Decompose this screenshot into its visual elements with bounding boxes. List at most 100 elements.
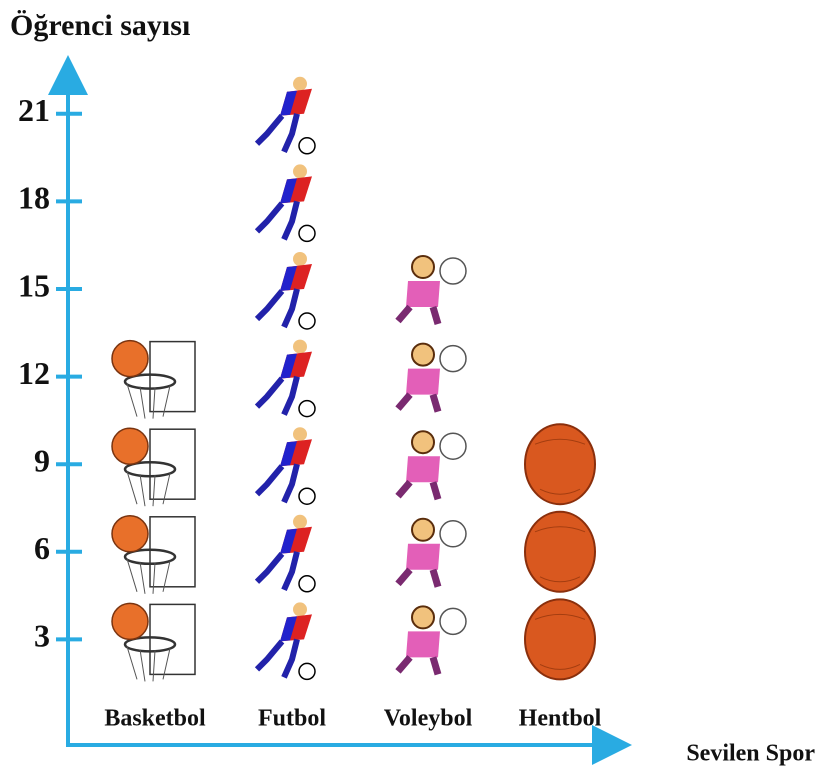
shirt-blue: [280, 90, 297, 116]
hoop: [123, 460, 177, 478]
ball: [298, 137, 316, 155]
pictogram: [254, 164, 316, 243]
x-axis-label: Sevilen Spor: [686, 741, 815, 767]
y-tick-label: 6: [34, 530, 50, 566]
y-tick-label: 12: [18, 355, 50, 391]
shirt-blue: [280, 266, 297, 291]
ball: [439, 520, 467, 548]
head: [411, 605, 435, 630]
body: [406, 368, 440, 395]
ball: [439, 257, 467, 285]
ball: [298, 487, 316, 505]
pictogram: [395, 342, 467, 413]
shirt-blue: [280, 528, 297, 554]
pictogram: [111, 427, 196, 507]
pictogram: [395, 517, 467, 588]
legs: [254, 375, 300, 416]
head: [293, 164, 307, 179]
hoop: [123, 636, 177, 653]
ball: [111, 602, 149, 641]
y-tick-label: 3: [34, 618, 50, 654]
hoop: [123, 548, 177, 566]
pictogram: [254, 602, 316, 681]
net: [126, 558, 171, 594]
backboard: [149, 340, 196, 413]
seam: [534, 526, 586, 583]
ball: [439, 344, 467, 373]
head: [293, 514, 307, 529]
legs: [254, 200, 300, 241]
x-tick-label: Hentbol: [519, 706, 602, 732]
legs: [395, 304, 442, 325]
legs: [254, 638, 300, 679]
legs: [395, 567, 442, 588]
legs: [395, 392, 442, 413]
head: [293, 76, 307, 91]
pictogram: [254, 514, 316, 593]
ball: [111, 427, 149, 465]
head: [293, 427, 307, 442]
legs: [395, 479, 442, 501]
head: [293, 252, 307, 266]
ball: [524, 598, 596, 681]
pictogram: [524, 598, 596, 681]
hoop: [123, 373, 177, 390]
net: [126, 646, 171, 682]
ball: [439, 432, 467, 460]
net: [126, 471, 171, 507]
ball: [111, 515, 149, 553]
backboard: [149, 516, 196, 588]
pictogram: [254, 427, 316, 505]
y-tick-label: 9: [34, 443, 50, 479]
pictogram: [395, 430, 467, 501]
ball: [524, 423, 596, 506]
pictogram: [111, 602, 196, 682]
x-tick-label: Voleybol: [384, 706, 473, 732]
shirt-blue: [280, 178, 297, 204]
backboard: [149, 603, 196, 676]
body: [406, 631, 440, 658]
chart-title: Öğrenci sayısı: [10, 9, 190, 42]
x-tick-label: Futbol: [258, 706, 326, 732]
head: [411, 342, 435, 367]
ball: [298, 575, 316, 593]
pictogram: [254, 252, 316, 330]
head: [411, 430, 435, 455]
x-tick-label: Basketbol: [104, 706, 206, 732]
net: [126, 383, 171, 419]
y-tick-label: 18: [18, 180, 50, 216]
body: [406, 543, 440, 570]
pictogram: [254, 339, 316, 418]
shirt-blue: [280, 441, 297, 467]
pictogram: [254, 76, 316, 155]
body: [406, 456, 440, 483]
backboard: [149, 428, 196, 500]
ball: [524, 510, 596, 593]
legs: [254, 288, 300, 329]
y-tick-label: 15: [18, 267, 50, 303]
legs: [395, 655, 442, 676]
y-tick-label: 21: [18, 92, 50, 128]
pictogram: [395, 605, 467, 676]
head: [293, 339, 307, 354]
ball: [439, 607, 467, 636]
pictogram: [524, 510, 596, 593]
legs: [254, 113, 300, 154]
ball: [111, 339, 149, 378]
body: [406, 281, 440, 307]
legs: [254, 551, 300, 592]
ball: [298, 399, 316, 418]
shirt-blue: [280, 616, 297, 642]
head: [293, 602, 307, 617]
pictogram: [111, 515, 196, 594]
legs: [254, 463, 300, 504]
seam: [534, 613, 586, 670]
seam: [534, 438, 586, 495]
head: [411, 255, 435, 279]
ball: [298, 662, 316, 681]
ball: [298, 224, 316, 243]
pictogram: [524, 423, 596, 506]
head: [411, 517, 435, 542]
ball: [298, 312, 316, 330]
